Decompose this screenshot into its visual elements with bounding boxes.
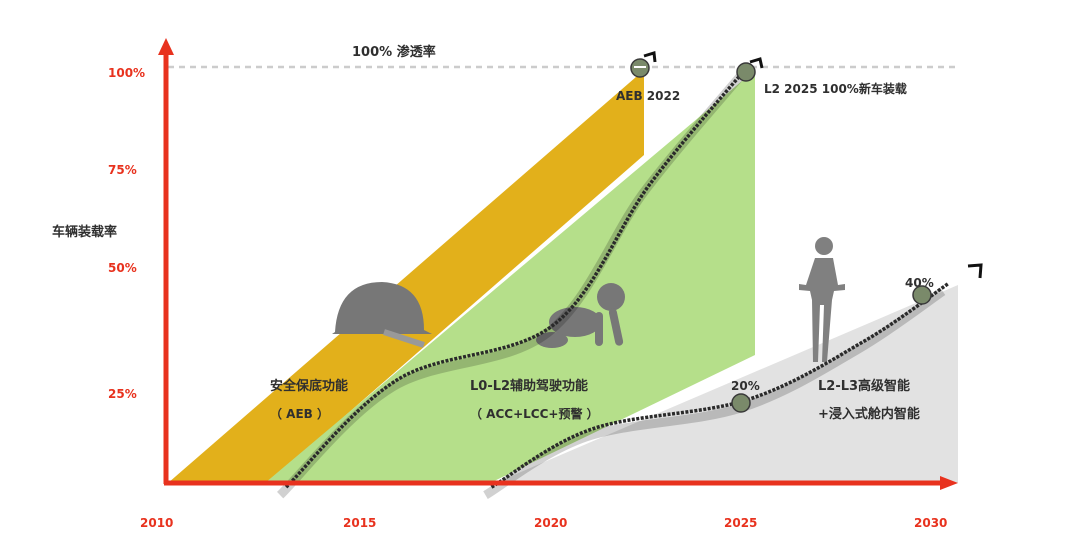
y-tick-label: 50% xyxy=(108,261,137,275)
marker-20 xyxy=(731,393,751,413)
band-aeb-title: 安全保底功能 xyxy=(270,378,348,394)
band-l2 xyxy=(265,70,755,483)
band-l2-subtitle: （ ACC+LCC+预警 ） xyxy=(470,406,599,421)
marker-40 xyxy=(912,285,932,305)
crawling-baby-icon xyxy=(536,283,625,348)
y-tick-label: 100% xyxy=(108,66,145,80)
y-axis-arrow xyxy=(158,38,174,55)
aeb-end-marker xyxy=(630,51,657,78)
trend-curve-1 xyxy=(284,65,749,489)
band-l2-title: L0-L2辅助驾驶功能 xyxy=(470,378,588,394)
band-aeb xyxy=(168,70,644,483)
x-tick-label: 2015 xyxy=(343,516,376,530)
y-axis-label: 车辆装载率 xyxy=(52,224,117,240)
y-tick-label: 25% xyxy=(108,387,137,401)
x-tick-label: 2020 xyxy=(534,516,567,530)
standing-person-icon xyxy=(799,237,845,362)
band-l3 xyxy=(495,285,958,483)
band-aeb-subtitle: （ AEB ） xyxy=(270,406,329,421)
target-line-label: 100% 渗透率 xyxy=(352,44,436,60)
hard-hat-icon xyxy=(332,282,432,348)
marker-label: 20% xyxy=(731,379,760,393)
x-tick-label: 2025 xyxy=(724,516,757,530)
aeb-end-label: AEB 2022 xyxy=(616,89,680,103)
y-tick-label: 75% xyxy=(108,163,137,177)
band-l3-subtitle: +浸入式舱内智能 xyxy=(818,406,920,422)
l2-end-marker xyxy=(736,57,764,82)
x-axis-arrow xyxy=(940,476,958,490)
l2-end-label: L2 2025 100%新车装载 xyxy=(764,81,907,96)
band-l3-title: L2-L3高级智能 xyxy=(818,378,910,394)
x-tick-label: 2030 xyxy=(914,516,947,530)
x-tick-label: 2010 xyxy=(140,516,173,530)
curve-end-arrow xyxy=(967,263,983,279)
